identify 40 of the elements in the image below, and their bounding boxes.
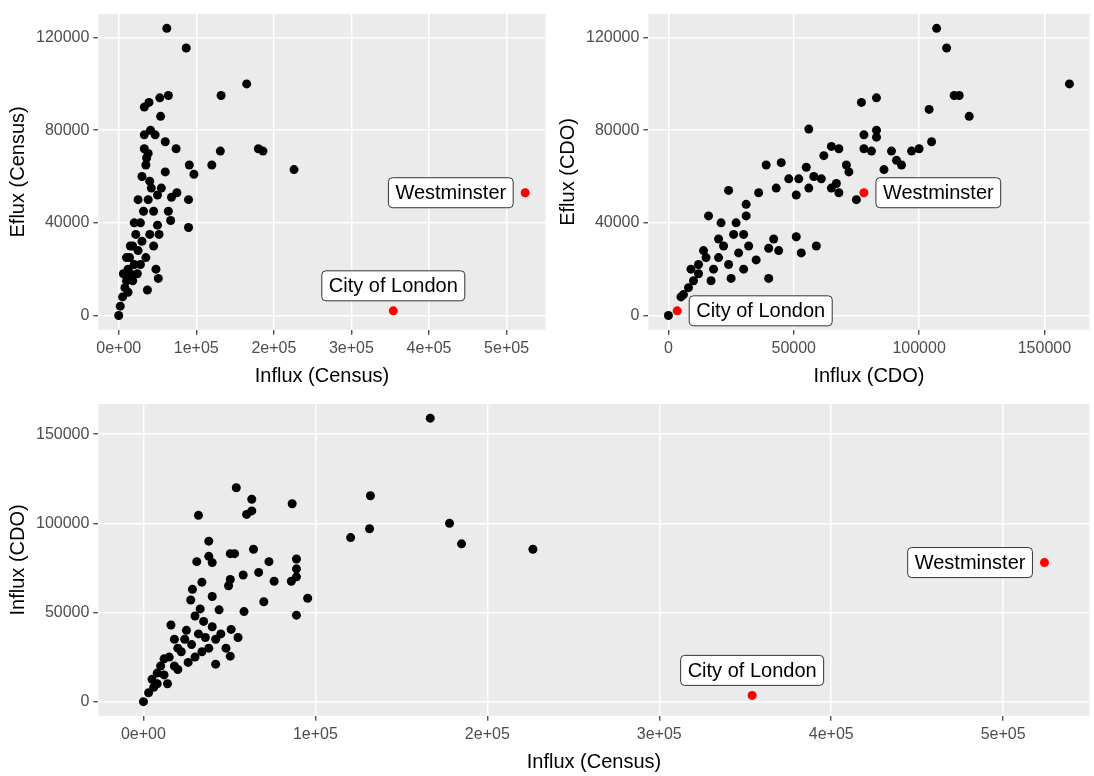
y-tick-label: 40000 — [44, 213, 90, 231]
y-tick-label: 80000 — [594, 120, 640, 138]
annotation: Westminster — [395, 181, 507, 204]
annotation: City of London — [328, 274, 458, 297]
y-tick-label: 120000 — [586, 28, 640, 46]
x-axis-title: Influx (Census) — [254, 363, 390, 386]
x-tick-label: 4e+05 — [808, 724, 854, 742]
y-tick-label: 120000 — [36, 28, 90, 46]
x-tick-label: 2e+05 — [251, 338, 297, 356]
x-tick-label: 5e+05 — [980, 724, 1026, 742]
x-tick-label: 3e+05 — [636, 724, 682, 742]
y-tick-label: 0 — [80, 305, 90, 323]
annotation: City of London — [687, 658, 817, 681]
annotation: Westminster — [914, 551, 1026, 574]
x-tick-label: 0e+00 — [120, 724, 167, 742]
annotation: Westminster — [882, 181, 995, 204]
x-tick-label: 5e+05 — [484, 338, 530, 356]
y-tick-label: 0 — [630, 305, 640, 323]
y-tick-label: 80000 — [44, 120, 90, 138]
x-tick-label: 100000 — [892, 338, 946, 356]
y-axis-title: Influx (CDO) — [5, 504, 28, 616]
x-tick-label: 0e+00 — [96, 338, 142, 356]
x-tick-label: 2e+05 — [464, 724, 510, 742]
annotation: City of London — [696, 299, 826, 322]
y-tick-label: 50000 — [44, 602, 90, 620]
x-tick-label: 0 — [663, 338, 673, 356]
x-tick-label: 150000 — [1017, 338, 1072, 356]
x-tick-label: 4e+05 — [406, 338, 452, 356]
x-tick-label: 50000 — [771, 338, 817, 356]
x-tick-label: 3e+05 — [328, 338, 374, 356]
y-axis-title: Eflux (CDO) — [555, 118, 578, 226]
y-tick-label: 40000 — [594, 213, 640, 231]
x-tick-label: 1e+05 — [292, 724, 338, 742]
y-tick-label: 150000 — [36, 424, 90, 442]
y-axis-title: Eflux (Census) — [5, 106, 28, 238]
x-axis-title: Influx (Census) — [526, 749, 662, 772]
x-axis-title: Influx (CDO) — [813, 363, 925, 386]
x-tick-label: 1e+05 — [173, 338, 219, 356]
y-tick-label: 100000 — [36, 513, 90, 531]
y-tick-label: 0 — [80, 692, 90, 710]
